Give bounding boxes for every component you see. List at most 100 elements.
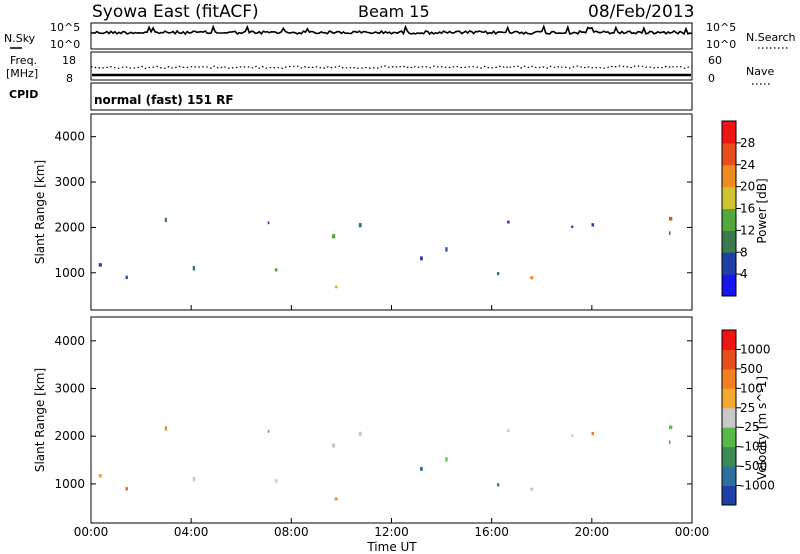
velocity-scatter-marks xyxy=(98,425,673,501)
colorbar-segment xyxy=(722,252,736,275)
colorbar-tick-label: 12 xyxy=(740,223,755,237)
colorbar-segment xyxy=(722,121,736,144)
noise-sky-line xyxy=(90,24,693,36)
range-tick-label: 2000 xyxy=(54,220,85,234)
power-y-axis-label: Slant Range [km] xyxy=(33,160,47,264)
velocity-panel-frame xyxy=(90,316,693,524)
velocity-mark xyxy=(669,440,671,444)
power-mark xyxy=(331,234,336,239)
range-tick-label: 4000 xyxy=(54,334,85,348)
velocity-mark xyxy=(358,431,362,436)
colorbar-segment xyxy=(722,446,736,467)
velocity-mark xyxy=(591,431,595,436)
power-mark xyxy=(496,272,500,276)
velocity-mark xyxy=(334,497,338,501)
velocity-mark xyxy=(164,426,167,431)
colorbar-tick-label: -500 xyxy=(740,459,767,473)
power-mark xyxy=(669,216,673,221)
colorbar-segment xyxy=(722,407,736,428)
nave-tick-bottom: 0 xyxy=(708,72,715,85)
colorbar-segment xyxy=(722,186,736,209)
cpid-label: CPID xyxy=(9,88,38,101)
power-colorbar: 4 8 12 16 20 24 28 xyxy=(721,120,755,297)
colorbar-tick-label: -25 xyxy=(740,420,760,434)
range-tick-label: 4000 xyxy=(54,130,85,144)
velocity-mark xyxy=(274,479,278,483)
velocity-mark xyxy=(571,434,574,437)
colorbar-tick-label: 1000 xyxy=(740,342,771,356)
time-axis-label: Time UT xyxy=(366,540,417,554)
colorbar-tick-label: 20 xyxy=(740,180,755,194)
range-tick-label: 2000 xyxy=(54,429,85,443)
colorbar-tick-label: 25 xyxy=(740,401,755,415)
power-colorbar-label: Power [dB] xyxy=(755,178,769,243)
power-scatter-marks xyxy=(98,216,673,289)
station-title: Syowa East (fitACF) xyxy=(92,2,259,22)
colorbar-segment xyxy=(722,164,736,188)
power-mark xyxy=(267,221,270,225)
nave-tick-top: 60 xyxy=(708,54,722,67)
velocity-y-axis-label: Slant Range [km] xyxy=(33,368,47,472)
velocity-mark xyxy=(125,487,128,491)
power-panel-frame xyxy=(90,113,693,311)
velocity-colorbar-label: Velocity [m s^-1] xyxy=(755,376,769,480)
colorbar-tick-label: -100 xyxy=(740,440,767,454)
power-mark xyxy=(98,263,102,267)
power-mark xyxy=(591,223,595,227)
colorbar-segment xyxy=(722,330,736,350)
time-tick-label: 00:00 xyxy=(675,525,710,539)
colorbar-segment xyxy=(722,368,736,389)
colorbar-tick-label: 28 xyxy=(740,136,755,150)
power-mark xyxy=(420,256,423,261)
velocity-mark xyxy=(530,487,534,491)
power-mark xyxy=(571,225,574,228)
time-tick-label: 16:00 xyxy=(474,525,509,539)
power-mark xyxy=(164,217,167,223)
power-mark xyxy=(192,266,196,271)
power-mark xyxy=(669,231,671,235)
freq-panel-frame xyxy=(90,51,693,81)
power-mark xyxy=(445,247,448,252)
colorbar-tick-label: 4 xyxy=(740,267,748,281)
colorbar-segment xyxy=(722,142,736,166)
colorbar-tick-label: 100 xyxy=(740,381,763,395)
time-tick-label: 08:00 xyxy=(274,525,309,539)
range-tick-label: 1000 xyxy=(54,477,85,491)
noise-bottom-tick-left: 10^0 xyxy=(50,38,80,51)
colorbar-segment xyxy=(722,274,736,297)
colorbar-tick-label: 24 xyxy=(740,158,755,172)
power-mark xyxy=(274,268,278,272)
colorbar-tick-label: -1000 xyxy=(740,479,775,493)
power-mark xyxy=(507,220,510,224)
velocity-mark xyxy=(331,443,336,448)
velocity-mark xyxy=(192,476,196,482)
nave-line xyxy=(90,65,693,70)
colorbar-segment xyxy=(722,466,736,487)
noise-panel-frame xyxy=(90,22,693,50)
date-title: 08/Feb/2013 xyxy=(588,2,694,22)
noise-bottom-tick-right: 10^0 xyxy=(706,38,736,51)
noise-left-label: N.Sky xyxy=(4,32,36,45)
time-tick-label: 04:00 xyxy=(174,525,209,539)
velocity-mark xyxy=(267,430,270,433)
colorbar-tick-label: 8 xyxy=(740,245,748,259)
velocity-mark xyxy=(507,429,510,433)
noise-top-tick-left: 10^5 xyxy=(50,21,80,34)
velocity-mark xyxy=(98,474,102,478)
nave-label: Nave xyxy=(746,65,774,78)
velocity-mark xyxy=(496,483,500,487)
colorbar-frame xyxy=(721,329,737,506)
freq-label-1: Freq. xyxy=(10,54,37,67)
velocity-mark xyxy=(445,457,448,462)
noise-right-label: N.Search xyxy=(746,31,796,44)
velocity-mark xyxy=(669,425,673,430)
colorbar-segment xyxy=(722,388,736,409)
range-tick-label: 1000 xyxy=(54,266,85,280)
beam-title: Beam 15 xyxy=(358,2,430,21)
cpid-value: normal (fast) 151 RF xyxy=(94,93,234,107)
time-tick-label: 00:00 xyxy=(74,525,109,539)
range-tick-label: 3000 xyxy=(54,382,85,396)
freq-tick-top: 18 xyxy=(62,54,76,67)
range-tick-label: 3000 xyxy=(54,175,85,189)
velocity-axis-ticks: 1000 2000 3000 4000 xyxy=(54,334,693,523)
